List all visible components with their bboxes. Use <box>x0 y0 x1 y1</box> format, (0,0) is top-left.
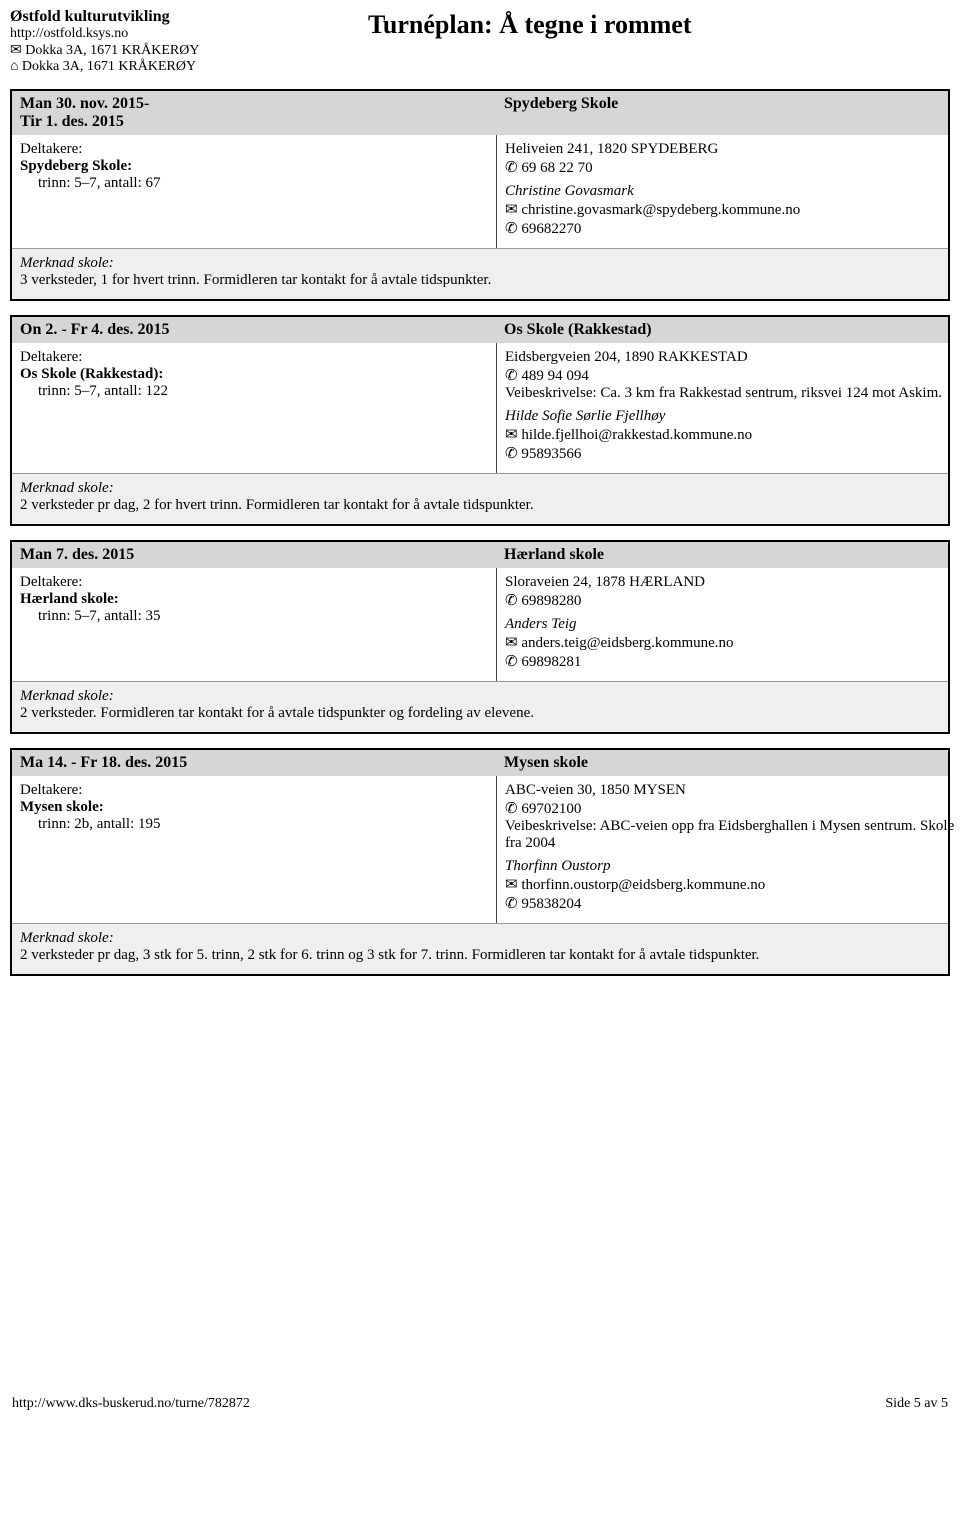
event-head: Man 30. nov. 2015-Tir 1. des. 2015 Spyde… <box>12 91 948 135</box>
participants-detail: trinn: 5–7, antall: 67 <box>20 175 488 192</box>
venue-col: Heliveien 241, 1820 SPYDEBERG ✆ 69 68 22… <box>497 135 960 248</box>
event-box: Ma 14. - Fr 18. des. 2015 Mysen skole De… <box>10 748 950 976</box>
participants-label: Deltakere: <box>20 574 488 591</box>
participants-detail: trinn: 2b, antall: 195 <box>20 816 488 833</box>
event-body: Deltakere: Spydeberg Skole: trinn: 5–7, … <box>12 135 948 248</box>
participants-col: Deltakere: Spydeberg Skole: trinn: 5–7, … <box>12 135 497 248</box>
participants-school: Hærland skole: <box>20 591 488 608</box>
event-box: Man 30. nov. 2015-Tir 1. des. 2015 Spyde… <box>10 89 950 301</box>
footer-url: http://www.dks-buskerud.no/turne/782872 <box>12 1396 250 1412</box>
note-box: Merknad skole: 2 verksteder. Formidleren… <box>12 681 948 732</box>
event-venue: Os Skole (Rakkestad) <box>496 317 960 343</box>
page-header: Østfold kulturutvikling http://ostfold.k… <box>10 8 950 75</box>
contact-name: Hilde Sofie Sørlie Fjellhøy <box>505 408 960 425</box>
note-text: 2 verksteder pr dag, 3 stk for 5. trinn,… <box>20 947 940 964</box>
event-head: Ma 14. - Fr 18. des. 2015 Mysen skole <box>12 750 948 776</box>
note-label: Merknad skole: <box>20 255 940 272</box>
event-box: On 2. - Fr 4. des. 2015 Os Skole (Rakkes… <box>10 315 950 526</box>
participants-label: Deltakere: <box>20 782 488 799</box>
event-date: Ma 14. - Fr 18. des. 2015 <box>12 750 496 776</box>
participants-school: Spydeberg Skole: <box>20 158 488 175</box>
event-date: On 2. - Fr 4. des. 2015 <box>12 317 496 343</box>
participants-school: Os Skole (Rakkestad): <box>20 366 488 383</box>
participants-label: Deltakere: <box>20 349 488 366</box>
contact-email: ✉ hilde.fjellhoi@rakkestad.kommune.no <box>505 425 960 444</box>
event-box: Man 7. des. 2015 Hærland skole Deltakere… <box>10 540 950 734</box>
participants-school: Mysen skole: <box>20 799 488 816</box>
venue-phone: ✆ 69702100 <box>505 799 960 818</box>
page-footer: http://www.dks-buskerud.no/turne/782872 … <box>10 1396 950 1412</box>
events-list: Man 30. nov. 2015-Tir 1. des. 2015 Spyde… <box>10 89 950 976</box>
venue-address: ABC-veien 30, 1850 MYSEN <box>505 782 960 799</box>
venue-phone: ✆ 489 94 094 <box>505 366 960 385</box>
contact-email: ✉ thorfinn.oustorp@eidsberg.kommune.no <box>505 875 960 894</box>
contact-name: Anders Teig <box>505 616 960 633</box>
note-box: Merknad skole: 2 verksteder pr dag, 3 st… <box>12 923 948 974</box>
venue-phone: ✆ 69 68 22 70 <box>505 158 960 177</box>
participants-label: Deltakere: <box>20 141 488 158</box>
event-venue: Spydeberg Skole <box>496 91 960 135</box>
participants-col: Deltakere: Os Skole (Rakkestad): trinn: … <box>12 343 497 473</box>
event-date: Man 30. nov. 2015-Tir 1. des. 2015 <box>12 91 496 135</box>
note-text: 2 verksteder. Formidleren tar kontakt fo… <box>20 705 940 722</box>
venue-route: Veibeskrivelse: Ca. 3 km fra Rakkestad s… <box>505 385 960 402</box>
event-body: Deltakere: Hærland skole: trinn: 5–7, an… <box>12 568 948 681</box>
participants-col: Deltakere: Mysen skole: trinn: 2b, antal… <box>12 776 497 923</box>
participants-detail: trinn: 5–7, antall: 35 <box>20 608 488 625</box>
note-box: Merknad skole: 3 verksteder, 1 for hvert… <box>12 248 948 299</box>
contact-phone: ✆ 95838204 <box>505 894 960 913</box>
venue-address: Sloraveien 24, 1878 HÆRLAND <box>505 574 960 591</box>
page-title: Turnéplan: Å tegne i rommet <box>109 8 950 40</box>
event-venue: Hærland skole <box>496 542 960 568</box>
venue-col: Eidsbergveien 204, 1890 RAKKESTAD ✆ 489 … <box>497 343 960 473</box>
footer-page: Side 5 av 5 <box>885 1396 948 1412</box>
venue-col: ABC-veien 30, 1850 MYSEN ✆ 69702100 Veib… <box>497 776 960 923</box>
contact-phone: ✆ 95893566 <box>505 444 960 463</box>
event-head: Man 7. des. 2015 Hærland skole <box>12 542 948 568</box>
contact-phone: ✆ 69682270 <box>505 219 960 238</box>
note-text: 3 verksteder, 1 for hvert trinn. Formidl… <box>20 272 940 289</box>
contact-name: Christine Govasmark <box>505 183 960 200</box>
contact-email: ✉ anders.teig@eidsberg.kommune.no <box>505 633 960 652</box>
note-text: 2 verksteder pr dag, 2 for hvert trinn. … <box>20 497 940 514</box>
participants-detail: trinn: 5–7, antall: 122 <box>20 383 488 400</box>
event-body: Deltakere: Os Skole (Rakkestad): trinn: … <box>12 343 948 473</box>
venue-route: Veibeskrivelse: ABC-veien opp fra Eidsbe… <box>505 818 960 852</box>
note-label: Merknad skole: <box>20 688 940 705</box>
note-label: Merknad skole: <box>20 480 940 497</box>
event-date: Man 7. des. 2015 <box>12 542 496 568</box>
venue-address: Heliveien 241, 1820 SPYDEBERG <box>505 141 960 158</box>
org-addr2: ⌂ Dokka 3A, 1671 KRÅKERØY <box>10 59 199 75</box>
contact-name: Thorfinn Oustorp <box>505 858 960 875</box>
contact-phone: ✆ 69898281 <box>505 652 960 671</box>
note-box: Merknad skole: 2 verksteder pr dag, 2 fo… <box>12 473 948 524</box>
participants-col: Deltakere: Hærland skole: trinn: 5–7, an… <box>12 568 497 681</box>
contact-email: ✉ christine.govasmark@spydeberg.kommune.… <box>505 200 960 219</box>
event-venue: Mysen skole <box>496 750 960 776</box>
event-body: Deltakere: Mysen skole: trinn: 2b, antal… <box>12 776 948 923</box>
venue-col: Sloraveien 24, 1878 HÆRLAND ✆ 69898280 A… <box>497 568 960 681</box>
venue-address: Eidsbergveien 204, 1890 RAKKESTAD <box>505 349 960 366</box>
note-label: Merknad skole: <box>20 930 940 947</box>
org-addr1: ✉ Dokka 3A, 1671 KRÅKERØY <box>10 42 199 59</box>
event-head: On 2. - Fr 4. des. 2015 Os Skole (Rakkes… <box>12 317 948 343</box>
venue-phone: ✆ 69898280 <box>505 591 960 610</box>
